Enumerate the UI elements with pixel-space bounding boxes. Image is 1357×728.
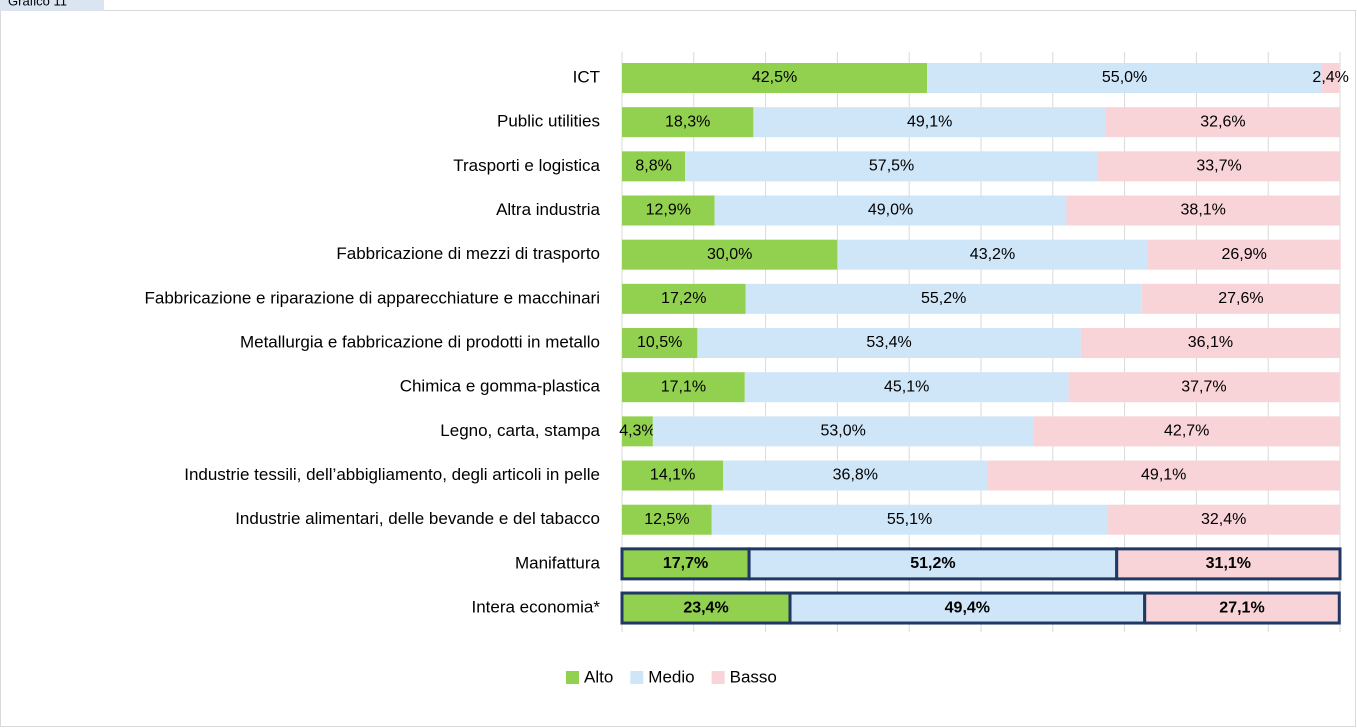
value-label: 8,8% xyxy=(635,158,671,175)
bar-segment xyxy=(622,460,724,491)
value-label: 10,5% xyxy=(637,334,682,351)
value-label: 32,6% xyxy=(1200,113,1245,130)
legend-label: Alto xyxy=(584,667,613,686)
bar-segment xyxy=(1115,547,1342,581)
value-label: 17,1% xyxy=(661,378,706,395)
tab xyxy=(0,0,104,11)
bar-segment xyxy=(622,416,653,447)
bar-segment xyxy=(685,151,1099,182)
value-label: 2,4% xyxy=(1312,69,1348,86)
bar-segment xyxy=(745,283,1142,314)
category-label: Legno, carta, stampa xyxy=(440,421,600,440)
bar-segment xyxy=(622,107,754,138)
value-label: 14,1% xyxy=(650,467,695,484)
category-label: Industrie alimentari, delle bevande e de… xyxy=(235,509,600,528)
bar-segment xyxy=(1066,195,1340,226)
value-label: 55,1% xyxy=(887,511,932,528)
value-label: 38,1% xyxy=(1181,202,1226,219)
category-label: ICT xyxy=(573,67,600,86)
category-label: Industrie tessili, dell’abbigliamento, d… xyxy=(184,465,600,484)
value-label: 53,0% xyxy=(820,423,865,440)
value-label: 12,5% xyxy=(644,511,689,528)
value-label: 26,9% xyxy=(1221,246,1266,263)
value-label: 37,7% xyxy=(1181,378,1226,395)
legend-label: Basso xyxy=(730,667,777,686)
tab-label: Grafico 11 xyxy=(8,0,67,8)
bar-segment xyxy=(622,504,712,535)
value-label: 55,0% xyxy=(1102,69,1147,86)
value-label: 49,1% xyxy=(1141,467,1186,484)
bar-segment xyxy=(1322,63,1340,93)
bar-segment xyxy=(1098,151,1340,182)
bar-segment xyxy=(1080,328,1340,359)
value-label: 42,5% xyxy=(752,69,797,86)
value-label: 23,4% xyxy=(683,599,728,616)
category-label: Fabbricazione di mezzi di trasporto xyxy=(336,244,600,263)
value-label: 12,9% xyxy=(646,202,691,219)
bar-segment xyxy=(723,460,988,491)
value-label: 32,4% xyxy=(1201,511,1246,528)
bar-segment xyxy=(1107,504,1340,535)
bar-segment xyxy=(1033,416,1340,447)
bar-segment xyxy=(620,591,792,625)
category-label: Altra industria xyxy=(496,200,600,219)
bar-segment xyxy=(927,63,1323,93)
legend-swatch xyxy=(711,671,725,684)
value-label: 27,6% xyxy=(1218,290,1263,307)
value-label: 17,2% xyxy=(661,290,706,307)
value-label: 30,0% xyxy=(707,246,752,263)
value-label: 31,1% xyxy=(1206,555,1251,572)
value-label: 17,7% xyxy=(663,555,708,572)
value-label: 18,3% xyxy=(665,113,710,130)
category-label: Manifattura xyxy=(515,553,601,572)
bar-segment xyxy=(1141,283,1340,314)
bar-segment xyxy=(837,239,1148,270)
value-label: 42,7% xyxy=(1164,423,1209,440)
value-label: 27,1% xyxy=(1219,599,1264,616)
value-label: 51,2% xyxy=(910,555,955,572)
category-label: Metallurgia e fabbricazione di prodotti … xyxy=(240,333,600,352)
value-label: 43,2% xyxy=(970,246,1015,263)
bar-segment xyxy=(744,372,1069,403)
bar-segment xyxy=(622,328,698,359)
bar-segment xyxy=(1105,107,1340,138)
bar-segment xyxy=(714,195,1067,226)
category-label: Fabbricazione e riparazione di apparecch… xyxy=(145,288,600,307)
bar-segment xyxy=(697,328,1081,359)
bar-segment xyxy=(1068,372,1340,403)
bar-segment xyxy=(622,239,838,270)
legend-swatch xyxy=(566,671,579,684)
bar-segment xyxy=(788,591,1147,625)
value-label: 49,0% xyxy=(868,202,913,219)
bar-segment xyxy=(652,416,1034,447)
value-label: 36,8% xyxy=(833,467,878,484)
legend-label: Medio xyxy=(648,667,694,686)
bar-segment xyxy=(622,63,928,93)
value-label: 36,1% xyxy=(1188,334,1233,351)
category-label: Intera economia* xyxy=(471,598,600,617)
category-label: Chimica e gomma-plastica xyxy=(400,377,601,396)
bar-segment xyxy=(987,460,1340,491)
value-label: 57,5% xyxy=(869,158,914,175)
value-label: 45,1% xyxy=(884,378,929,395)
value-label: 49,1% xyxy=(907,113,952,130)
bar-segment xyxy=(1147,239,1341,270)
bar-segment xyxy=(622,151,686,182)
bar-segment xyxy=(622,372,745,403)
value-label: 33,7% xyxy=(1196,158,1241,175)
category-label: Trasporti e logistica xyxy=(453,156,600,175)
bar-segment xyxy=(753,107,1106,138)
bar-segment xyxy=(1143,591,1341,625)
value-label: 4,3% xyxy=(619,423,655,440)
legend-swatch xyxy=(630,671,644,684)
bar-segment xyxy=(711,504,1108,535)
value-label: 55,2% xyxy=(921,290,966,307)
value-label: 49,4% xyxy=(945,599,990,616)
category-label: Public utilities xyxy=(497,112,600,131)
bar-segment xyxy=(620,547,751,581)
value-label: 53,4% xyxy=(866,334,911,351)
bar-segment xyxy=(622,195,715,226)
bar-segment xyxy=(622,283,746,314)
